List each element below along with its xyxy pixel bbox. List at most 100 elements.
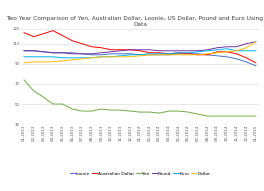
Australian Dollar (109, 49, 112, 51)
Euro (254, 50, 257, 52)
Pound (32, 50, 35, 52)
Yen (42, 96, 45, 98)
Yen (254, 115, 257, 117)
Australian Dollar (167, 53, 171, 55)
Yen (216, 115, 219, 117)
Australian Dollar (51, 30, 55, 32)
Dollar (254, 40, 257, 43)
Pound (61, 52, 64, 54)
Pound (187, 50, 190, 52)
Australian Dollar (61, 35, 64, 37)
Pound (129, 49, 132, 51)
Australian Dollar (100, 47, 103, 49)
Pound (109, 51, 112, 53)
Australian Dollar (196, 54, 200, 56)
Australian Dollar (158, 52, 161, 54)
Euro (80, 57, 83, 59)
Loonie (148, 54, 151, 56)
Yen (138, 111, 142, 113)
Pound (206, 49, 209, 51)
Euro (244, 50, 248, 52)
Dollar (71, 59, 74, 61)
Pound (177, 50, 180, 52)
Australian Dollar (71, 40, 74, 42)
Pound (196, 50, 200, 52)
Pound (216, 47, 219, 49)
Legend: Loonie, Australian Dollar, Yen, Pound, Euro, Dollar: Loonie, Australian Dollar, Yen, Pound, E… (68, 170, 212, 177)
Pound (254, 40, 257, 43)
Dollar (177, 54, 180, 56)
Loonie (61, 52, 64, 54)
Loonie (32, 50, 35, 52)
Australian Dollar (254, 62, 257, 64)
Australian Dollar (216, 51, 219, 53)
Dollar (196, 54, 200, 56)
Loonie (90, 54, 93, 56)
Yen (100, 108, 103, 110)
Dollar (119, 56, 122, 58)
Pound (100, 52, 103, 54)
Dollar (158, 54, 161, 56)
Loonie (71, 52, 74, 54)
Yen (177, 110, 180, 112)
Dollar (206, 53, 209, 55)
Euro (42, 56, 45, 58)
Euro (71, 57, 74, 59)
Euro (187, 52, 190, 54)
Loonie (225, 56, 228, 58)
Euro (129, 54, 132, 56)
Loonie (42, 51, 45, 53)
Euro (100, 56, 103, 58)
Euro (119, 55, 122, 57)
Pound (148, 49, 151, 51)
Loonie (244, 61, 248, 63)
Euro (22, 56, 26, 58)
Dollar (216, 52, 219, 54)
Dollar (167, 54, 171, 56)
Australian Dollar (138, 50, 142, 52)
Loonie (187, 53, 190, 55)
Dollar (235, 50, 238, 52)
Dollar (42, 61, 45, 63)
Dollar (80, 58, 83, 60)
Dollar (100, 56, 103, 58)
Loonie (196, 53, 200, 55)
Pound (119, 50, 122, 52)
Loonie (177, 53, 180, 55)
Line: Dollar: Dollar (24, 42, 256, 63)
Line: Yen: Yen (24, 80, 256, 116)
Line: Pound: Pound (24, 42, 256, 54)
Dollar (32, 61, 35, 63)
Australian Dollar (90, 46, 93, 48)
Pound (80, 53, 83, 55)
Loonie (129, 53, 132, 55)
Pound (51, 52, 55, 54)
Euro (148, 53, 151, 55)
Australian Dollar (187, 53, 190, 55)
Pound (42, 51, 45, 53)
Australian Dollar (177, 52, 180, 54)
Yen (119, 109, 122, 111)
Pound (225, 46, 228, 48)
Yen (109, 109, 112, 111)
Australian Dollar (42, 32, 45, 35)
Dollar (138, 55, 142, 57)
Loonie (22, 50, 26, 52)
Pound (71, 53, 74, 55)
Pound (158, 50, 161, 52)
Euro (138, 54, 142, 56)
Yen (61, 103, 64, 105)
Australian Dollar (206, 54, 209, 56)
Euro (167, 53, 171, 55)
Loonie (158, 54, 161, 56)
Australian Dollar (235, 53, 238, 55)
Yen (32, 90, 35, 92)
Yen (158, 112, 161, 114)
Australian Dollar (22, 32, 26, 34)
Loonie (119, 53, 122, 55)
Euro (196, 51, 200, 53)
Line: Australian Dollar: Australian Dollar (24, 31, 256, 63)
Australian Dollar (80, 43, 83, 45)
Line: Loonie: Loonie (24, 51, 256, 66)
Dollar (109, 56, 112, 58)
